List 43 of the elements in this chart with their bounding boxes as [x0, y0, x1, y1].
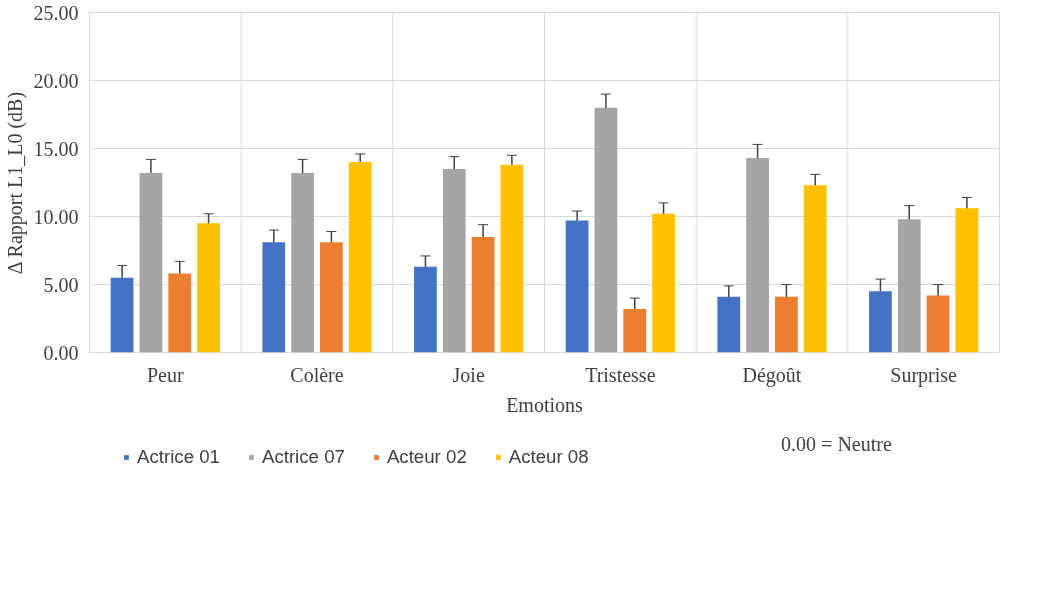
x-tick-label: Peur — [147, 363, 184, 386]
bar — [471, 236, 495, 353]
bar — [348, 162, 372, 353]
bar — [110, 277, 134, 353]
x-tick-label: Colère — [290, 363, 344, 386]
x-tick-label: Tristesse — [585, 363, 656, 386]
legend-label: Acteur 08 — [508, 446, 589, 468]
y-tick-label: 0.00 — [43, 341, 79, 364]
bar — [955, 208, 979, 353]
bar — [168, 273, 192, 353]
y-tick-label: 15.00 — [33, 137, 79, 160]
x-tick-label: Surprise — [890, 363, 958, 387]
bar — [652, 213, 675, 353]
bar — [869, 291, 892, 353]
legend-label: Actrice 01 — [137, 446, 220, 468]
legend-label: Actrice 07 — [261, 446, 345, 468]
bar — [594, 107, 618, 353]
x-axis-title: Emotions — [506, 393, 584, 416]
y-axis-title: Δ Rapport L1_L0 (dB) — [3, 91, 27, 275]
x-tick-label: Dégoût — [742, 363, 802, 387]
bar — [623, 308, 647, 353]
y-tick-label: 5.00 — [43, 273, 79, 296]
bar — [414, 266, 437, 353]
legend-label: Acteur 02 — [386, 446, 467, 468]
bar — [197, 223, 220, 353]
bar — [139, 172, 163, 353]
bar — [746, 158, 769, 353]
bar — [565, 220, 589, 353]
y-tick-label: 10.00 — [33, 205, 79, 228]
bar — [803, 185, 827, 353]
y-tick-label: 25.00 — [33, 1, 79, 24]
bar — [442, 168, 466, 353]
text: 0.00 = Neutre — [781, 432, 892, 455]
bar — [717, 296, 741, 353]
bar — [320, 242, 343, 353]
bar — [291, 172, 314, 353]
x-tick-label: Joie — [452, 363, 485, 386]
bar — [897, 219, 921, 353]
y-tick-label: 20.00 — [33, 69, 79, 92]
bar — [262, 242, 286, 353]
bar — [500, 164, 524, 353]
bar — [926, 295, 950, 353]
bar — [775, 296, 798, 353]
